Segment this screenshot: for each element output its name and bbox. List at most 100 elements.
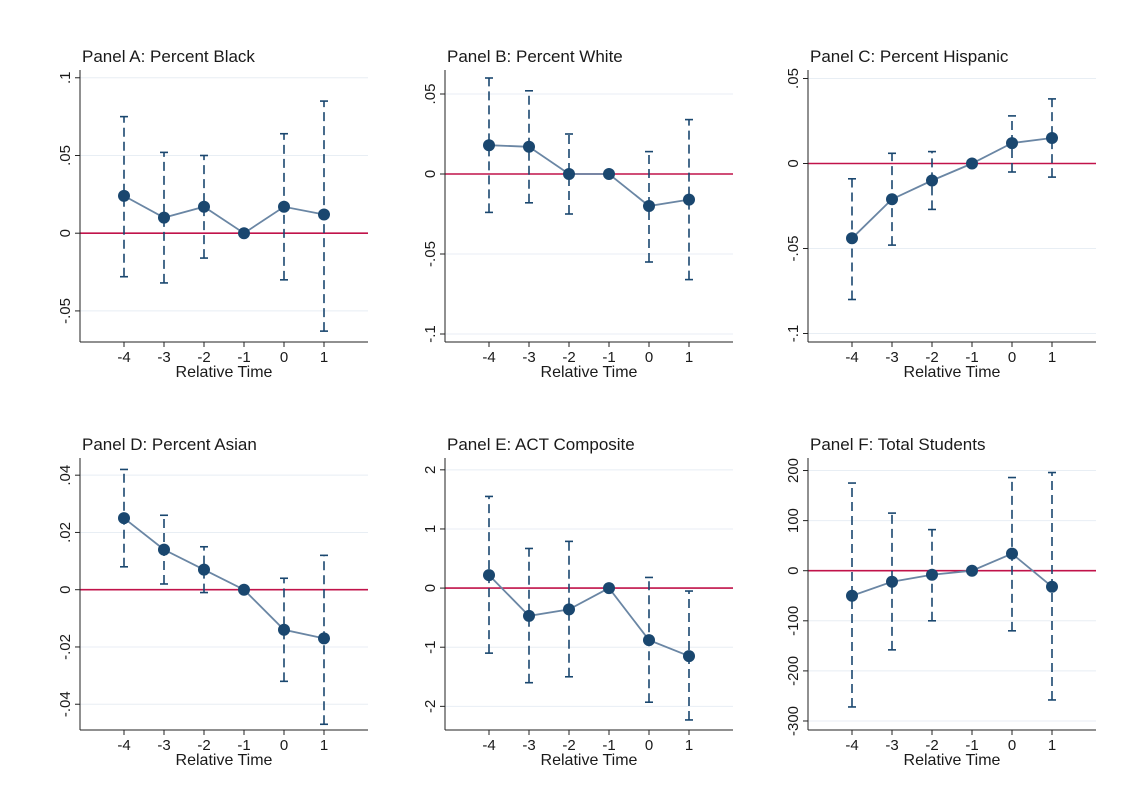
estimate-point xyxy=(318,632,330,645)
y-tick-label: 0 xyxy=(57,229,74,237)
x-tick-label: -4 xyxy=(845,349,858,366)
panel-title: Panel B: Percent White xyxy=(447,47,623,66)
x-tick-label: -1 xyxy=(237,349,250,366)
y-tick-label: -.04 xyxy=(57,691,74,717)
estimate-line xyxy=(851,137,1053,239)
estimate-point xyxy=(643,634,655,647)
estimate-point xyxy=(198,200,210,213)
y-tick-label: 200 xyxy=(785,458,802,483)
x-tick-label: -2 xyxy=(925,349,938,366)
estimate-line xyxy=(123,517,325,640)
panel-d: Panel D: Percent Asian -.04 -.02 0 .02 .04 -4 -… xyxy=(57,435,368,769)
estimate-point xyxy=(158,543,170,556)
estimate-point xyxy=(603,168,615,180)
y-tick-label: -.1 xyxy=(422,325,439,343)
x-tick-label: 1 xyxy=(320,349,328,366)
x-tick-label: 1 xyxy=(320,737,328,754)
panel-c: Panel C: Percent Hispanic -.1 -.05 0 .05 -4 -3… xyxy=(785,47,1096,381)
x-axis-title: Relative Time xyxy=(904,752,1001,769)
x-tick-label: 1 xyxy=(685,737,693,754)
x-tick-label: -2 xyxy=(562,349,575,366)
x-tick-label: 1 xyxy=(685,349,693,366)
x-tick-label: 0 xyxy=(1008,349,1016,366)
y-tick-label: .04 xyxy=(57,465,74,486)
x-tick-label: -2 xyxy=(562,737,575,754)
estimate-point xyxy=(846,232,858,245)
y-tick-label: -.05 xyxy=(422,241,439,267)
estimate-point xyxy=(118,189,130,202)
y-tick-label: -1 xyxy=(422,641,439,654)
y-tick-label: .05 xyxy=(57,145,74,166)
y-tick-label: 0 xyxy=(57,586,74,594)
x-tick-label: -3 xyxy=(157,349,170,366)
y-tick-label: .05 xyxy=(785,68,802,89)
estimate-point xyxy=(966,157,978,170)
estimate-point xyxy=(318,208,330,221)
y-tick-label: -.02 xyxy=(57,634,74,660)
estimate-point xyxy=(483,139,495,152)
y-tick-label: 0 xyxy=(785,159,802,167)
estimate-point xyxy=(118,512,130,525)
x-tick-label: -3 xyxy=(522,349,535,366)
estimate-point xyxy=(926,568,938,581)
estimate-line xyxy=(488,574,690,657)
y-tick-label: 0 xyxy=(422,170,439,178)
y-tick-label: 0 xyxy=(422,584,439,592)
estimate-point xyxy=(483,569,495,582)
estimate-point xyxy=(966,564,978,577)
x-tick-label: -1 xyxy=(965,349,978,366)
y-tick-label: .02 xyxy=(57,522,74,543)
estimate-line xyxy=(123,195,325,235)
y-tick-label: .1 xyxy=(57,72,74,85)
x-tick-label: -1 xyxy=(602,737,615,754)
estimate-point xyxy=(1046,580,1058,593)
x-tick-label: 0 xyxy=(280,349,288,366)
panel-f: Panel F: Total Students -300 -200 -100 0 100 2… xyxy=(785,435,1096,769)
x-tick-label: -3 xyxy=(885,349,898,366)
estimate-point xyxy=(563,603,575,616)
x-tick-label: -2 xyxy=(925,737,938,754)
y-tick-label: -200 xyxy=(785,656,802,686)
panel-title: Panel C: Percent Hispanic xyxy=(810,47,1009,66)
panel-title: Panel A: Percent Black xyxy=(82,47,255,66)
estimate-point xyxy=(523,609,535,622)
y-tick-label: -.05 xyxy=(785,236,802,262)
panel-e: Panel E: ACT Composite -2 -1 0 1 2 -4 -3 -2 -1 0 1 R… xyxy=(422,435,733,769)
estimate-point xyxy=(886,575,898,588)
x-tick-label: -4 xyxy=(482,349,495,366)
x-tick-label: 0 xyxy=(280,737,288,754)
x-axis-title: Relative Time xyxy=(541,752,638,769)
x-tick-label: -3 xyxy=(885,737,898,754)
x-tick-label: -2 xyxy=(197,349,210,366)
estimate-point xyxy=(278,200,290,213)
y-tick-label: -100 xyxy=(785,606,802,636)
x-tick-label: -4 xyxy=(117,349,130,366)
estimate-point xyxy=(926,174,938,187)
estimate-point xyxy=(1046,132,1058,144)
x-tick-label: -4 xyxy=(117,737,130,754)
estimate-point xyxy=(563,168,575,180)
x-tick-label: -3 xyxy=(157,737,170,754)
estimate-point xyxy=(643,200,655,212)
x-tick-label: -4 xyxy=(482,737,495,754)
x-tick-label: -3 xyxy=(522,737,535,754)
y-tick-label: 100 xyxy=(785,508,802,533)
y-tick-label: 0 xyxy=(785,567,802,575)
x-tick-label: 0 xyxy=(645,737,653,754)
estimate-point xyxy=(198,563,210,576)
estimate-point xyxy=(238,227,250,240)
panel-b: Panel B: Percent White -.1 -.05 0 .05 -4 -3 -2 -… xyxy=(422,47,733,381)
estimate-point xyxy=(1006,547,1018,560)
x-tick-label: -4 xyxy=(845,737,858,754)
estimate-point xyxy=(886,193,898,206)
panel-title: Panel F: Total Students xyxy=(810,435,985,454)
x-axis-title: Relative Time xyxy=(176,752,273,769)
x-tick-label: 1 xyxy=(1048,349,1056,366)
y-tick-label: -.05 xyxy=(57,298,74,324)
y-tick-label: 1 xyxy=(422,525,439,533)
estimate-point xyxy=(846,589,858,602)
estimate-point xyxy=(278,623,290,636)
y-tick-label: -2 xyxy=(422,700,439,713)
y-tick-label: .05 xyxy=(422,84,439,105)
